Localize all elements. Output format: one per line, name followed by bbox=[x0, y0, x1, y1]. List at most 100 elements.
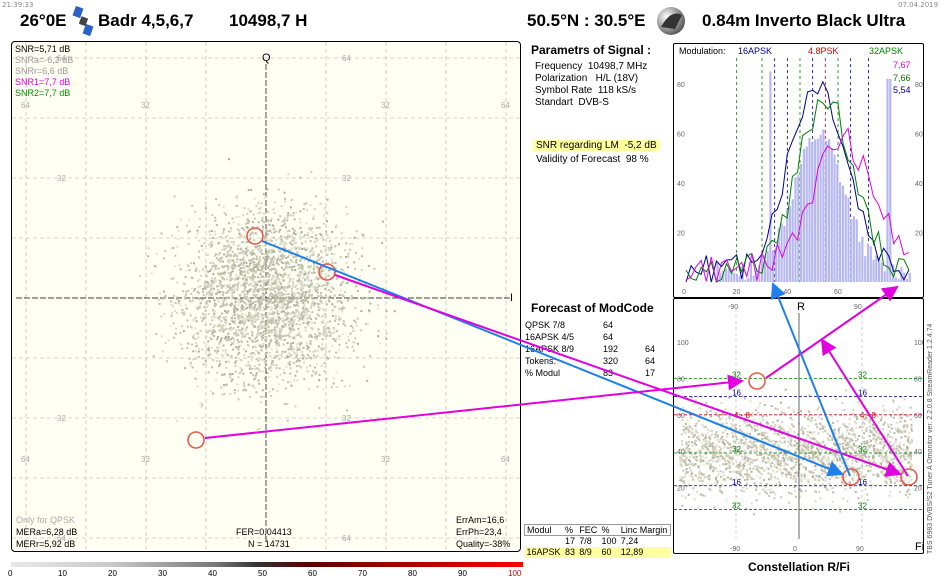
noise-point bbox=[287, 212, 290, 215]
noise-point bbox=[256, 428, 259, 431]
noise-point bbox=[238, 235, 241, 238]
noise-point bbox=[275, 322, 277, 324]
noise-point bbox=[886, 476, 889, 479]
noise-point bbox=[817, 464, 820, 466]
noise-point bbox=[679, 476, 682, 479]
noise-point bbox=[794, 495, 797, 498]
noise-point bbox=[355, 285, 358, 288]
noise-point bbox=[225, 366, 228, 369]
noise-point bbox=[850, 453, 853, 456]
noise-point bbox=[258, 427, 261, 430]
noise-point bbox=[164, 294, 167, 297]
noise-point bbox=[201, 357, 204, 360]
noise-point bbox=[326, 212, 329, 215]
noise-point bbox=[265, 348, 268, 351]
noise-point bbox=[238, 330, 241, 333]
noise-point bbox=[769, 488, 772, 491]
noise-point bbox=[227, 327, 230, 330]
hist-bar bbox=[903, 272, 906, 282]
noise-point bbox=[252, 280, 255, 283]
noise-point bbox=[218, 360, 221, 363]
noise-point bbox=[322, 235, 325, 238]
noise-point bbox=[306, 317, 309, 320]
noise-point bbox=[308, 285, 311, 288]
noise-point bbox=[265, 315, 268, 318]
noise-point bbox=[787, 471, 790, 473]
noise-point bbox=[743, 473, 746, 476]
marker-circle bbox=[748, 372, 766, 390]
noise-point bbox=[257, 265, 260, 268]
noise-point bbox=[259, 344, 261, 347]
noise-point bbox=[755, 486, 758, 489]
noise-point bbox=[312, 268, 315, 271]
noise-point bbox=[311, 272, 314, 274]
noise-point bbox=[757, 433, 760, 436]
noise-point bbox=[768, 453, 771, 456]
noise-point bbox=[680, 479, 683, 482]
noise-point bbox=[300, 299, 303, 302]
noise-point bbox=[856, 468, 859, 470]
noise-point bbox=[731, 431, 734, 434]
noise-point bbox=[324, 334, 326, 337]
noise-point bbox=[783, 441, 786, 444]
noise-point bbox=[279, 301, 282, 304]
noise-point bbox=[270, 219, 272, 222]
noise-point bbox=[265, 237, 268, 240]
noise-point bbox=[339, 275, 342, 278]
noise-point bbox=[297, 305, 300, 308]
noise-point bbox=[264, 361, 267, 364]
noise-point bbox=[275, 269, 278, 272]
noise-point bbox=[250, 261, 253, 264]
noise-point bbox=[892, 457, 895, 460]
noise-point bbox=[215, 279, 218, 282]
noise-point bbox=[196, 385, 199, 388]
noise-point bbox=[202, 341, 205, 344]
noise-point bbox=[315, 370, 318, 373]
noise-point bbox=[761, 446, 764, 449]
noise-point bbox=[885, 450, 888, 453]
noise-point bbox=[807, 443, 810, 446]
noise-point bbox=[692, 455, 695, 458]
noise-point bbox=[222, 330, 225, 333]
level-32apsk-label: 32 bbox=[732, 501, 741, 510]
noise-point bbox=[240, 259, 243, 262]
noise-point bbox=[904, 477, 907, 480]
noise-point bbox=[213, 277, 216, 280]
noise-point bbox=[260, 396, 263, 398]
noise-point bbox=[190, 326, 193, 329]
noise-point bbox=[273, 301, 276, 304]
grid-tick-label: 32 bbox=[141, 101, 150, 110]
noise-point bbox=[338, 243, 340, 246]
noise-point bbox=[292, 280, 295, 283]
noise-point bbox=[222, 230, 225, 233]
noise-point bbox=[290, 287, 293, 290]
noise-point bbox=[207, 282, 210, 285]
noise-point bbox=[192, 289, 195, 292]
noise-point bbox=[217, 297, 220, 300]
noise-point bbox=[221, 312, 224, 315]
noise-point bbox=[836, 459, 839, 462]
noise-point bbox=[248, 395, 251, 398]
noise-point bbox=[219, 236, 222, 238]
noise-point bbox=[248, 345, 251, 348]
noise-point bbox=[735, 496, 738, 499]
table-header: Modul bbox=[527, 525, 552, 535]
noise-point bbox=[389, 297, 392, 300]
noise-point bbox=[910, 424, 913, 427]
noise-point bbox=[883, 466, 886, 469]
noise-point bbox=[309, 203, 312, 206]
noise-point bbox=[260, 299, 263, 302]
noise-point bbox=[302, 318, 305, 321]
noise-point bbox=[207, 329, 210, 332]
noise-point bbox=[235, 285, 238, 288]
noise-point bbox=[821, 483, 824, 486]
noise-point bbox=[881, 440, 883, 443]
noise-point bbox=[310, 171, 313, 174]
noise-point bbox=[295, 301, 298, 303]
noise-point bbox=[794, 480, 797, 483]
noise-point bbox=[260, 202, 263, 205]
table-row: Tokens: 320 64 bbox=[525, 355, 658, 367]
noise-point bbox=[778, 468, 781, 470]
noise-point bbox=[761, 443, 764, 446]
noise-point bbox=[240, 309, 243, 312]
